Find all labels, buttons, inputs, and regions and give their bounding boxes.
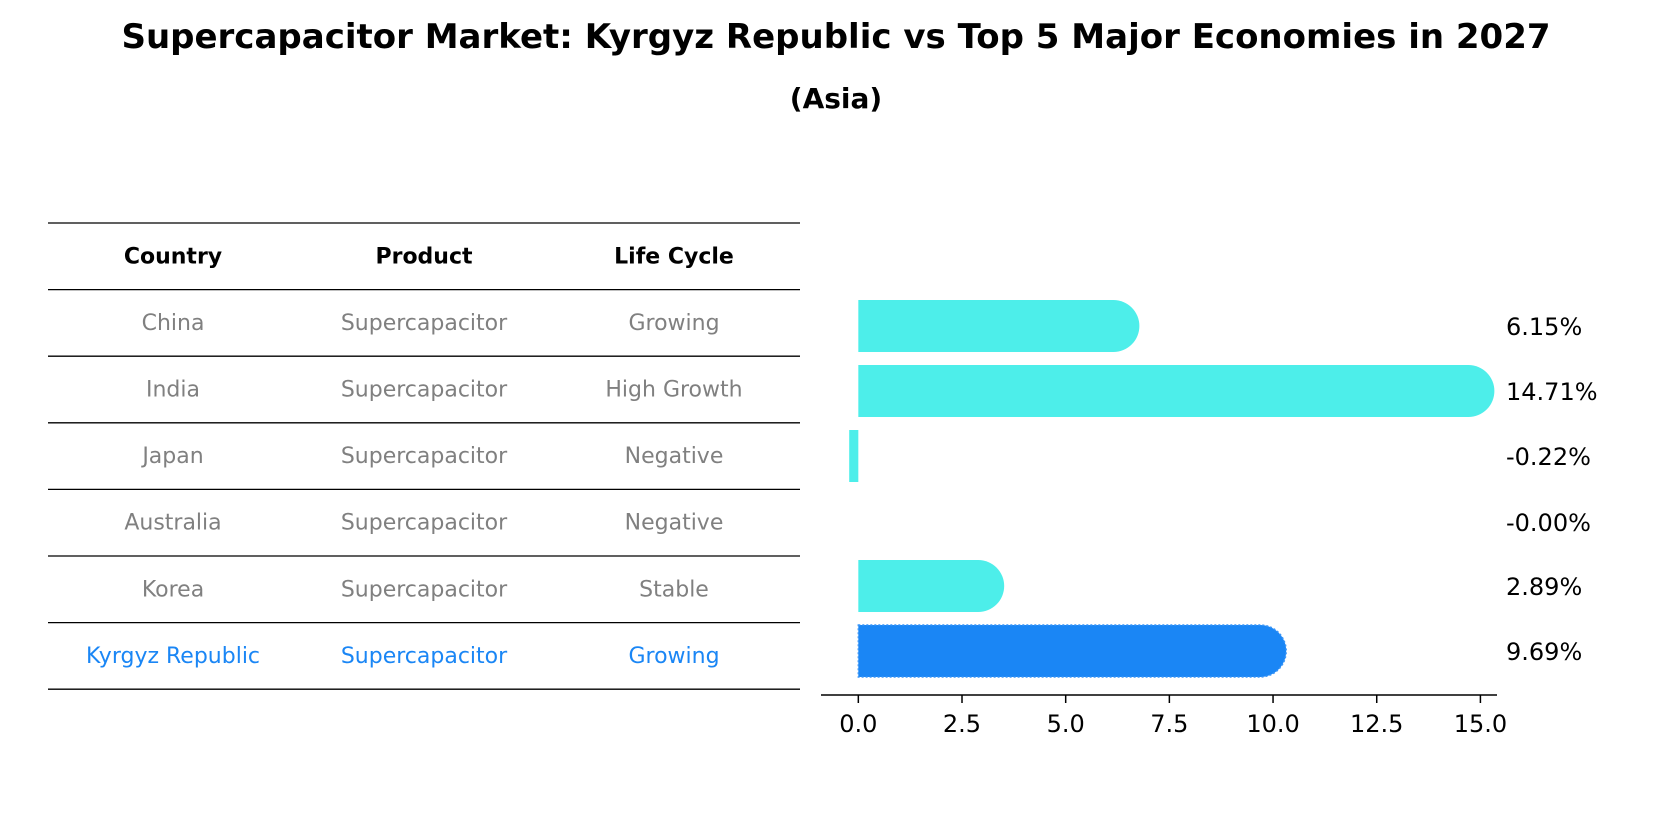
table-cell-product: Supercapacitor bbox=[341, 378, 508, 403]
table-cell-country: Australia bbox=[124, 511, 221, 536]
bar-value-label: 14.71% bbox=[1506, 378, 1598, 406]
table-cell-life-cycle: Growing bbox=[628, 311, 719, 336]
chart-subtitle: (Asia) bbox=[790, 82, 882, 115]
bar-korea bbox=[858, 560, 1005, 612]
table-cell-product: Supercapacitor bbox=[341, 311, 508, 336]
x-tick-label: 2.5 bbox=[943, 710, 981, 738]
table-header-country: Country bbox=[124, 244, 222, 269]
bar-value-label: -0.22% bbox=[1506, 443, 1591, 471]
chart-title: Supercapacitor Market: Kyrgyz Republic v… bbox=[121, 17, 1550, 57]
bar-japan bbox=[849, 430, 859, 482]
x-tick-label: 12.5 bbox=[1350, 710, 1403, 738]
bar-india bbox=[858, 365, 1495, 417]
table-cell-product: Supercapacitor bbox=[341, 444, 508, 469]
table-cell-life-cycle: Stable bbox=[639, 577, 709, 602]
x-tick-label: 7.5 bbox=[1150, 710, 1188, 738]
table-cell-country: Korea bbox=[142, 577, 204, 602]
table-cell-life-cycle: Growing bbox=[628, 644, 719, 669]
bar-china bbox=[858, 300, 1140, 352]
table-header-life-cycle: Life Cycle bbox=[614, 244, 734, 269]
table-cell-life-cycle: Negative bbox=[625, 511, 724, 536]
bar-value-label: 9.69% bbox=[1506, 638, 1582, 666]
table-cell-country: Kyrgyz Republic bbox=[86, 644, 260, 669]
table-cell-product: Supercapacitor bbox=[341, 511, 508, 536]
table-cell-country: Japan bbox=[140, 444, 203, 469]
table-cell-product: Supercapacitor bbox=[341, 577, 508, 602]
bar-value-label: -0.00% bbox=[1506, 509, 1591, 537]
table-cell-life-cycle: High Growth bbox=[605, 378, 742, 403]
bar-value-label: 2.89% bbox=[1506, 573, 1582, 601]
x-tick-label: 15.0 bbox=[1454, 710, 1507, 738]
table-header-product: Product bbox=[375, 244, 473, 269]
x-tick-label: 10.0 bbox=[1246, 710, 1299, 738]
life-cycle-table: Country Product Life Cycle China Supercapaci… bbox=[48, 222, 800, 690]
table-cell-country: India bbox=[146, 378, 200, 403]
table-cell-country: China bbox=[142, 311, 205, 336]
table-cell-product: Supercapacitor bbox=[341, 644, 508, 669]
x-tick-label: 5.0 bbox=[1047, 710, 1085, 738]
table-cell-life-cycle: Negative bbox=[625, 444, 724, 469]
bar-value-label: 6.15% bbox=[1506, 313, 1582, 341]
x-tick-label: 0.0 bbox=[839, 710, 877, 738]
growth-bar-chart: 6.15% 14.71% -0.22% -0.00% 2.89% 9.69% 0.0 2.5 5… bbox=[821, 300, 1598, 738]
bar-kyrgyz-republic bbox=[857, 624, 1287, 678]
